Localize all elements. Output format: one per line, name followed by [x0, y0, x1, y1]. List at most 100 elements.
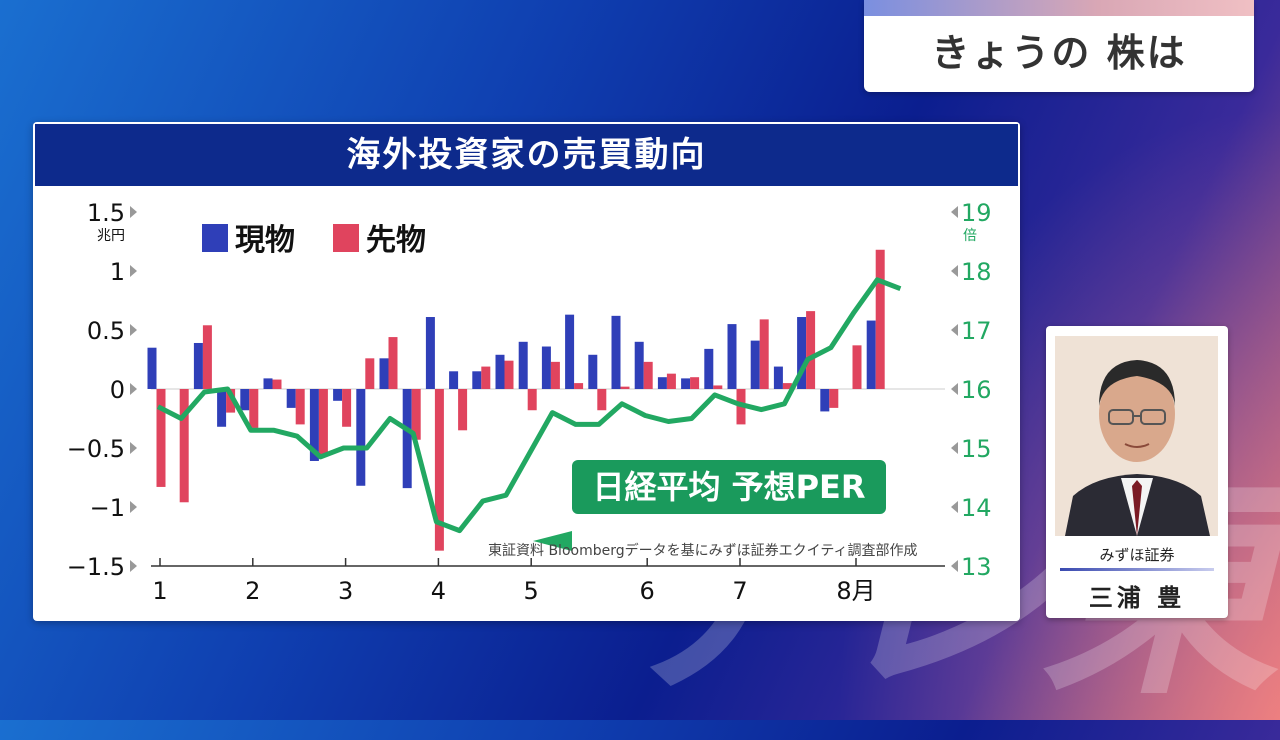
- bar-genbutsu: [797, 317, 807, 389]
- right-tick-label: 14: [961, 494, 992, 522]
- bar-genbutsu: [611, 315, 621, 389]
- per-label-pointer: [533, 531, 572, 551]
- bar-sakimono: [272, 379, 282, 389]
- bar-genbutsu: [541, 346, 551, 389]
- bar-genbutsu: [565, 314, 575, 389]
- bar-sakimono: [620, 386, 630, 389]
- x-tick-label: 6: [640, 577, 655, 605]
- left-tick-label: −1: [90, 494, 125, 522]
- bar-sakimono: [643, 361, 653, 389]
- bar-genbutsu: [449, 371, 459, 389]
- bar-genbutsu: [240, 389, 250, 411]
- bar-genbutsu: [217, 389, 227, 427]
- bar-genbutsu: [425, 317, 435, 389]
- speaker-divider: [1060, 568, 1214, 571]
- left-tick-arrow: [130, 383, 137, 395]
- bar-genbutsu: [472, 371, 482, 389]
- bar-sakimono: [504, 360, 514, 389]
- chart-title: 海外投資家の売買動向: [33, 122, 1020, 188]
- bar-sakimono: [434, 389, 444, 551]
- bar-genbutsu: [634, 341, 644, 389]
- bar-genbutsu: [402, 389, 412, 489]
- x-tick-label: 1: [152, 577, 167, 605]
- left-tick-label: 1.5: [87, 199, 125, 227]
- bar-sakimono: [318, 389, 328, 456]
- chart-panel: 海外投資家の売買動向 1.5 1 0.5 0 −0.5 −1 −1.5 兆円 19 18 17 16 1…: [33, 122, 1020, 621]
- bar-sakimono: [666, 373, 676, 389]
- bar-genbutsu: [518, 341, 528, 389]
- x-tick-label: 3: [338, 577, 353, 605]
- speaker-photo: [1055, 336, 1218, 536]
- bar-genbutsu: [309, 389, 319, 461]
- per-line: [156, 277, 902, 534]
- x-tick-label: 7: [732, 577, 747, 605]
- bar-genbutsu: [588, 354, 598, 389]
- right-axis-unit: 倍: [963, 228, 977, 244]
- bar-sakimono: [713, 385, 723, 389]
- bar-sakimono: [550, 361, 560, 389]
- bar-sakimono: [875, 249, 885, 389]
- left-tick-label: 0.5: [87, 317, 125, 345]
- bar-genbutsu: [147, 347, 157, 389]
- bar-sakimono: [342, 389, 352, 427]
- right-tick-arrow: [951, 501, 958, 513]
- bar-sakimono: [527, 389, 537, 411]
- topic-title: きょうの 株は: [931, 31, 1187, 75]
- bar-genbutsu: [286, 389, 296, 408]
- bar-sakimono: [249, 389, 259, 428]
- bar-genbutsu: [750, 340, 760, 389]
- source-note: 東証資料 Bloombergデータを基にみずほ証券エクイティ調査部作成: [488, 543, 918, 559]
- bar-genbutsu: [681, 378, 691, 389]
- bar-genbutsu: [193, 342, 203, 389]
- right-tick-label: 17: [961, 317, 992, 345]
- right-tick-arrow: [951, 324, 958, 336]
- right-tick-label: 13: [961, 553, 992, 581]
- left-tick-arrow: [130, 324, 137, 336]
- bar-sakimono: [829, 389, 839, 408]
- bar-sakimono: [226, 389, 236, 413]
- topic-accent-strip: [864, 0, 1254, 16]
- x-tick-label: 5: [524, 577, 539, 605]
- left-tick-label: −0.5: [67, 435, 125, 463]
- bar-genbutsu: [727, 324, 737, 389]
- bar-genbutsu: [333, 389, 343, 401]
- bar-genbutsu: [379, 358, 389, 389]
- left-tick-arrow: [130, 560, 137, 572]
- bar-sakimono: [179, 389, 189, 503]
- bar-genbutsu: [704, 348, 714, 389]
- right-tick-arrow: [951, 383, 958, 395]
- bar-sakimono: [458, 389, 468, 431]
- topic-box: きょうの 株は: [864, 0, 1254, 92]
- per-series-label: 日経平均 予想PER: [572, 460, 886, 514]
- bar-genbutsu: [356, 389, 366, 486]
- right-tick-label: 16: [961, 376, 992, 404]
- bar-sakimono: [295, 389, 305, 425]
- bar-sakimono: [481, 366, 491, 389]
- bar-sakimono: [574, 383, 584, 389]
- right-tick-arrow: [951, 560, 958, 572]
- bar-sakimono: [365, 358, 375, 389]
- bar-sakimono: [782, 383, 792, 389]
- bar-sakimono: [411, 389, 421, 440]
- speaker-name: 三浦 豊: [1088, 584, 1186, 612]
- bar-sakimono: [202, 325, 212, 389]
- bar-sakimono: [806, 311, 816, 389]
- right-tick-label: 18: [961, 258, 992, 286]
- left-tick-arrow: [130, 265, 137, 277]
- bar-sakimono: [690, 377, 700, 389]
- speaker-card: みずほ証券 三浦 豊: [1046, 326, 1228, 618]
- legend-label-genbutsu: 現物: [235, 223, 295, 258]
- left-tick-label: 0: [110, 376, 125, 404]
- right-tick-arrow: [951, 442, 958, 454]
- bar-genbutsu: [657, 377, 667, 389]
- bar-sakimono: [597, 389, 607, 411]
- bar-genbutsu: [495, 354, 505, 389]
- left-tick-arrow: [130, 501, 137, 513]
- chart-svg: 1.5 1 0.5 0 −0.5 −1 −1.5 兆円 19 18 17 16 15 14 13 倍 1 2 3 4 5…: [67, 199, 992, 605]
- right-tick-arrow: [951, 206, 958, 218]
- bar-sakimono: [156, 389, 166, 487]
- left-tick-label: 1: [110, 258, 125, 286]
- bar-sakimono: [759, 319, 769, 389]
- speaker-portrait: [1055, 336, 1218, 536]
- bar-sakimono: [852, 345, 862, 389]
